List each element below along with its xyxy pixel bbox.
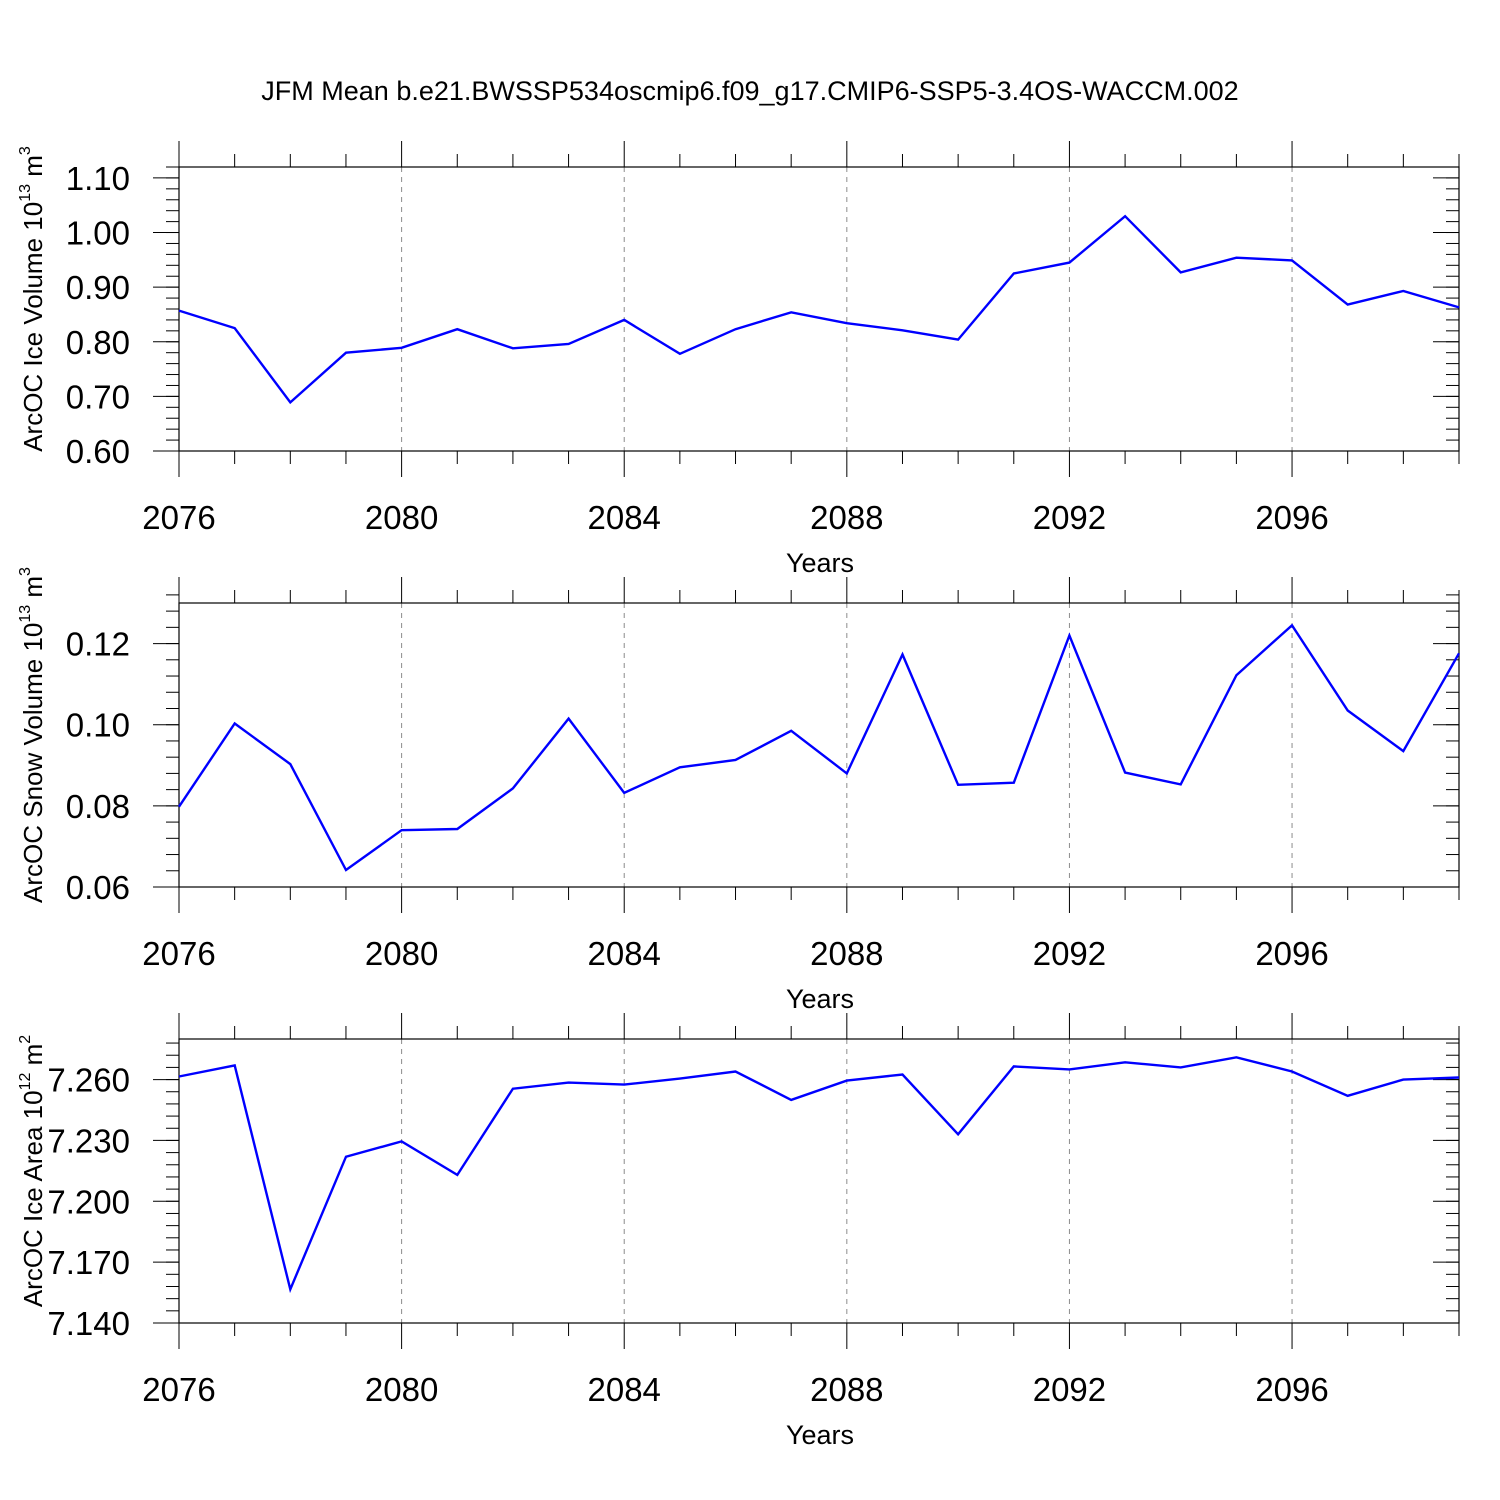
y-axis-label-main: ArcOC Ice Area 10 <box>18 1090 48 1307</box>
y-tick-label: 0.08 <box>66 788 130 825</box>
x-tick-label: 2096 <box>1255 1371 1328 1408</box>
chart-panel-3: 2076 2080 2084 2088 2092 2096 Years 7.140 7.170 7… <box>17 1013 1460 1450</box>
y-tick-label: 0.12 <box>66 626 130 663</box>
x-tick-label: 2080 <box>365 499 438 536</box>
y-tick-label: 7.260 <box>47 1062 130 1099</box>
y-axis-label-main: ArcOC Ice Volume 10 <box>18 202 48 452</box>
plot-frame <box>178 602 1460 888</box>
y-tick-label: 0.10 <box>66 707 130 744</box>
plot-frame <box>178 1038 1460 1324</box>
x-axis-label: Years <box>786 548 854 578</box>
x-tick-label: 2092 <box>1033 499 1106 536</box>
x-tick-label: 2084 <box>588 499 661 536</box>
x-tick-label: 2084 <box>588 935 661 972</box>
y-axis-label-exponent: 13 <box>17 184 34 202</box>
y-axis-label-unit: m <box>18 1044 48 1073</box>
y-axis-label-unit-exponent: 3 <box>17 567 34 576</box>
y-tick-label: 7.200 <box>47 1183 130 1220</box>
y-axis-label-unit: m <box>18 576 48 605</box>
chart-panel-1: 2076 2080 2084 2088 2092 2096 Years 0.60 0.70 0.8… <box>17 141 1460 578</box>
x-tick-label: 2076 <box>142 935 215 972</box>
y-tick-label: 1.00 <box>66 215 130 252</box>
y-tick-label: 1.10 <box>66 160 130 197</box>
y-tick-label: 0.60 <box>66 433 130 470</box>
chart-panel-2: 2076 2080 2084 2088 2092 2096 Years 0.06 0.08 0.1… <box>17 567 1461 1014</box>
y-tick-label: 7.230 <box>47 1122 130 1159</box>
x-tick-label: 2096 <box>1255 499 1328 536</box>
panels: 2076 2080 2084 2088 2092 2096 Years 0.60 0.70 0.8… <box>17 141 1461 1450</box>
y-tick-label: 0.80 <box>66 324 130 361</box>
x-tick-label: 2076 <box>142 1371 215 1408</box>
y-axis-label: ArcOC Ice Volume 1013 m3 <box>17 146 48 452</box>
y-axis-label-main: ArcOC Snow Volume 10 <box>18 623 48 903</box>
y-tick-label: 7.170 <box>47 1244 130 1281</box>
y-axis-label-unit: m <box>18 155 48 184</box>
x-tick-label: 2092 <box>1033 935 1106 972</box>
y-axis-label: ArcOC Snow Volume 1013 m3 <box>17 567 48 903</box>
y-axis-label: ArcOC Ice Area 1012 m2 <box>17 1035 48 1307</box>
x-tick-label: 2080 <box>365 935 438 972</box>
y-tick-label: 7.140 <box>47 1305 130 1342</box>
x-tick-label: 2084 <box>588 1371 661 1408</box>
figure-title: JFM Mean b.e21.BWSSP534oscmip6.f09_g17.C… <box>261 76 1238 106</box>
y-axis-label-unit-exponent: 2 <box>17 1035 34 1044</box>
x-axis-label: Years <box>786 984 854 1014</box>
x-tick-label: 2092 <box>1033 1371 1106 1408</box>
y-axis-label-exponent: 12 <box>17 1073 34 1091</box>
y-axis-label-exponent: 13 <box>17 605 34 623</box>
series-line <box>178 623 1461 872</box>
x-tick-label: 2088 <box>810 935 883 972</box>
x-tick-label: 2096 <box>1255 935 1328 972</box>
plot-frame <box>178 166 1460 452</box>
y-tick-label: 0.70 <box>66 378 130 415</box>
y-tick-label: 0.06 <box>66 869 130 906</box>
x-tick-label: 2088 <box>810 1371 883 1408</box>
x-tick-label: 2088 <box>810 499 883 536</box>
series-line <box>178 1056 1460 1294</box>
x-tick-label: 2080 <box>365 1371 438 1408</box>
y-axis-label-unit-exponent: 3 <box>17 146 34 155</box>
x-axis-label: Years <box>786 1420 854 1450</box>
x-tick-label: 2076 <box>142 499 215 536</box>
y-tick-label: 0.90 <box>66 269 130 306</box>
series-line <box>178 214 1460 405</box>
